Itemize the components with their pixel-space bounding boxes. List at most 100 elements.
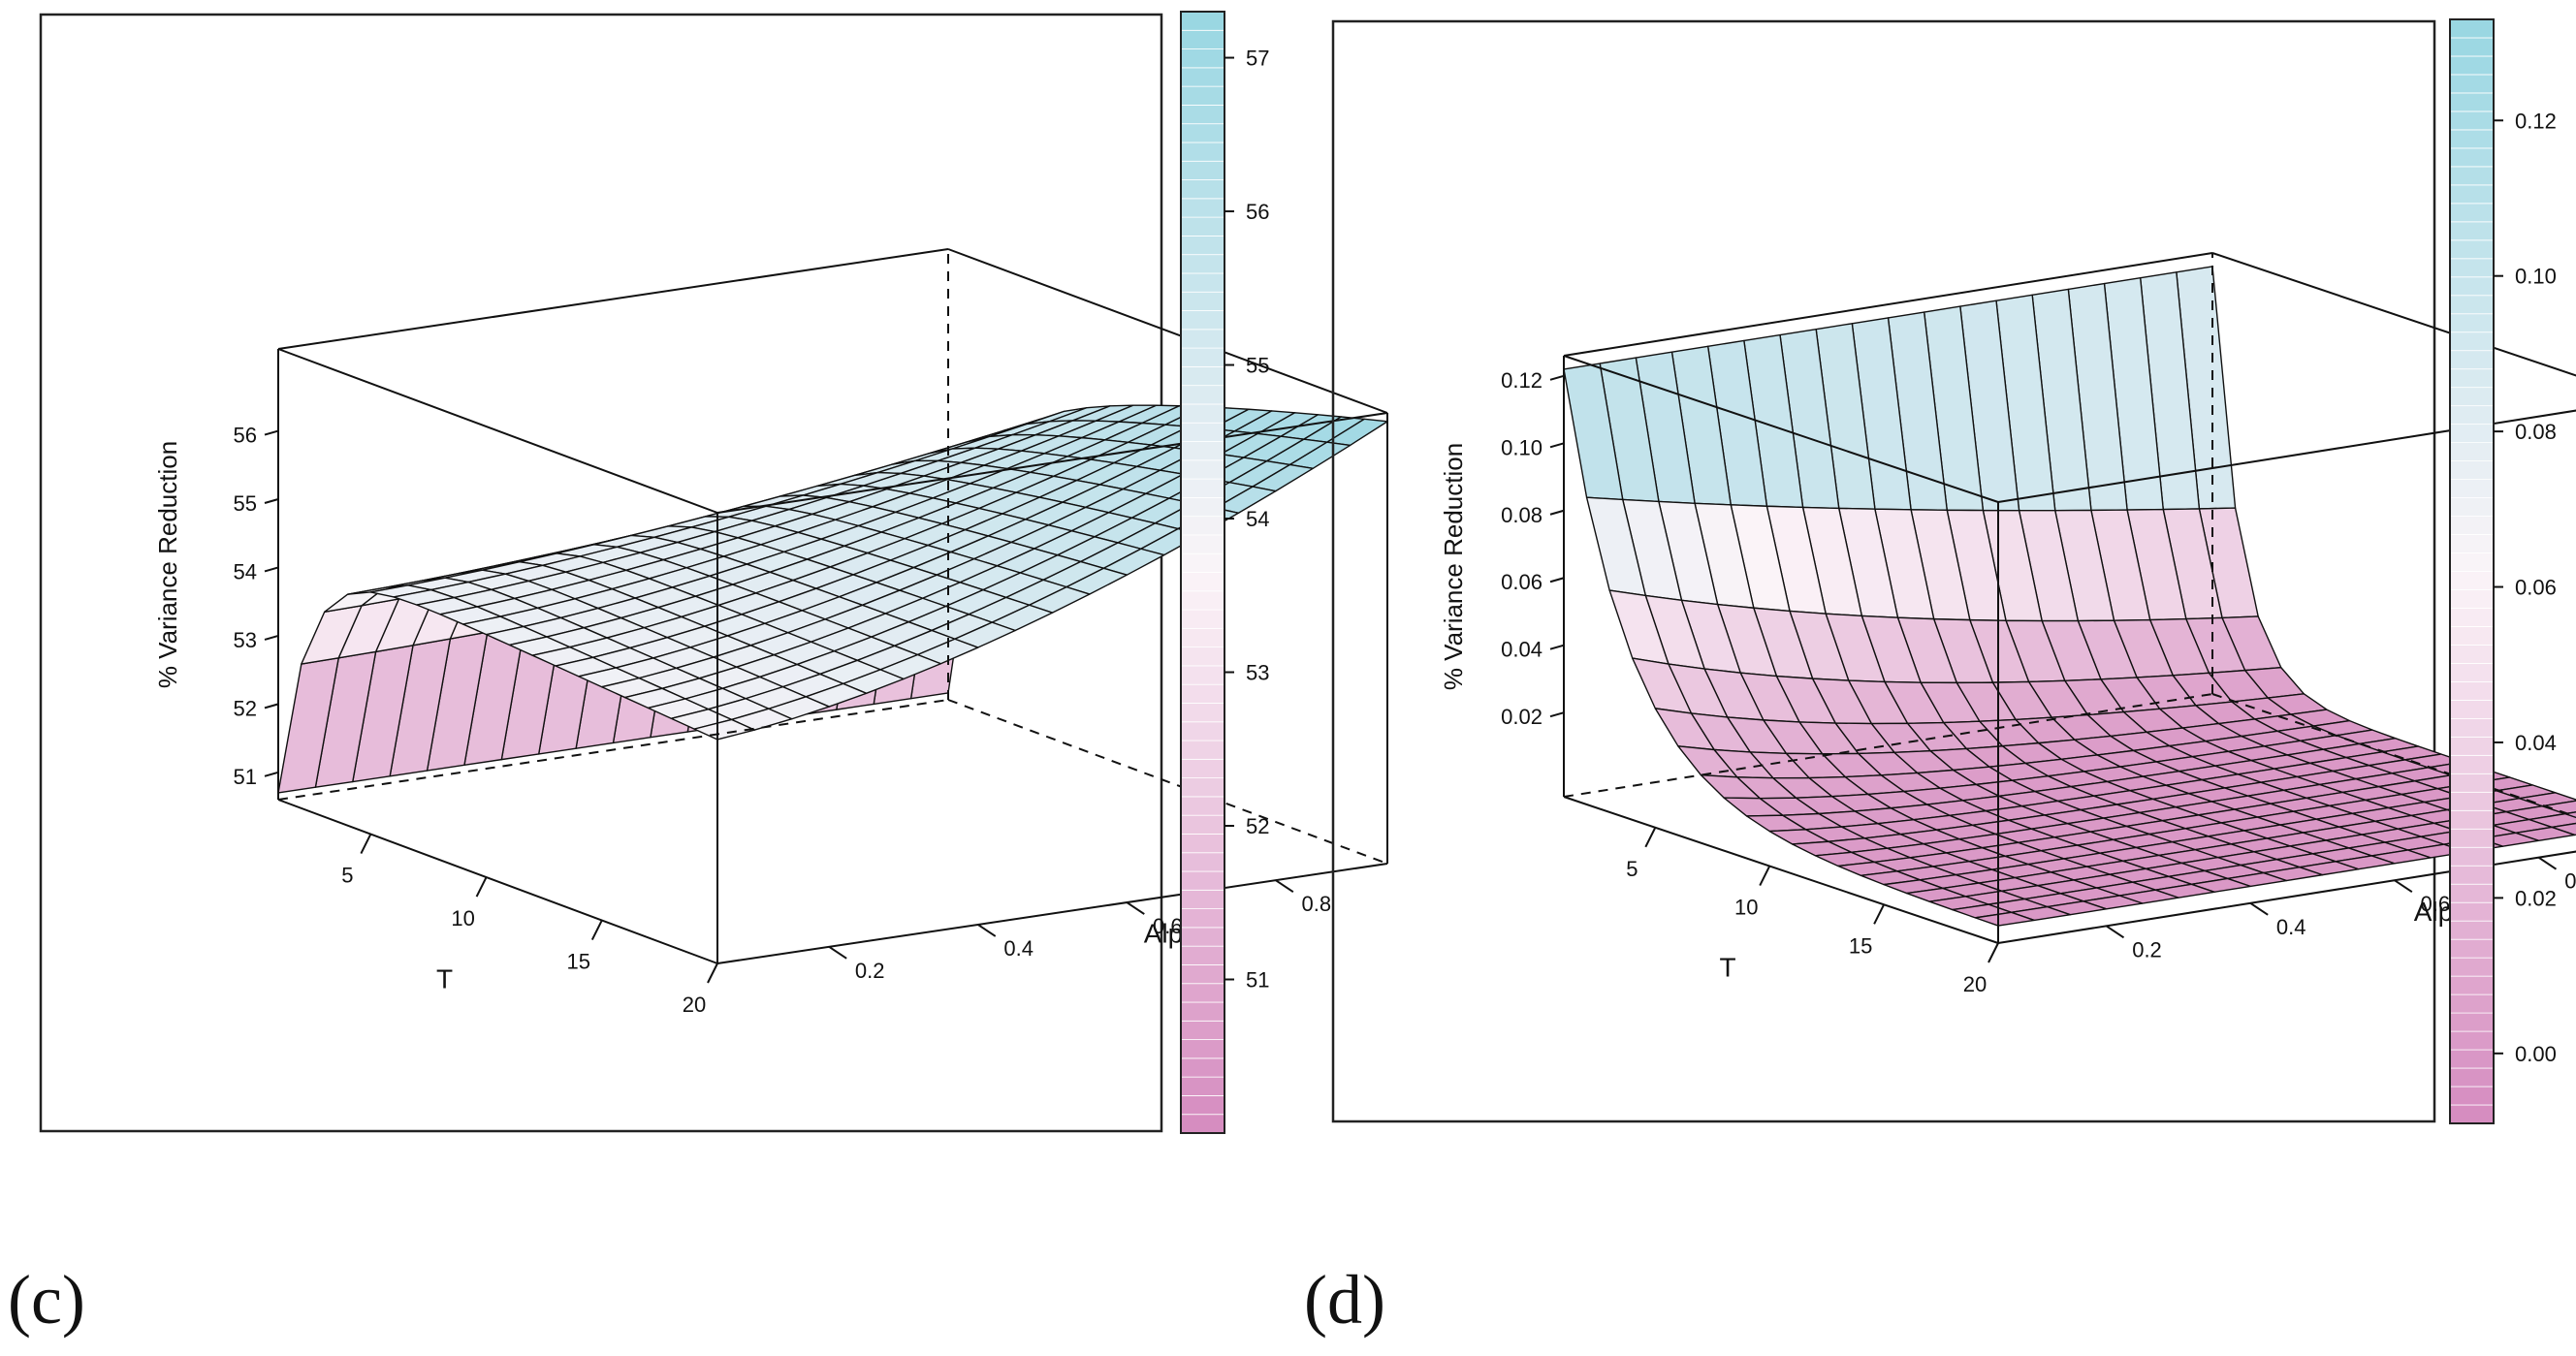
colorbar-swatch-c bbox=[1180, 11, 1225, 31]
colorbar-swatch-d bbox=[2449, 405, 2495, 426]
colorbar-swatch-d bbox=[2449, 442, 2495, 462]
colorbar-swatch-d bbox=[2449, 993, 2495, 1014]
colorbar-swatch-c bbox=[1180, 572, 1225, 592]
tick-label-z-c: 51 bbox=[234, 765, 257, 789]
box-edge-c bbox=[947, 248, 1388, 414]
box-edge-c bbox=[277, 799, 718, 964]
colorbar-swatch-c bbox=[1180, 834, 1225, 854]
colorbar-swatch-c bbox=[1180, 254, 1225, 274]
colorbar-swatch-c bbox=[1180, 627, 1225, 648]
colorbar-swatch-c bbox=[1180, 1057, 1225, 1078]
tick-mark-z-c bbox=[264, 771, 279, 777]
axes-d: 5101520T0.20.40.60.8Alpha0.020.040.060.0… bbox=[1439, 252, 2576, 996]
box-edge-d bbox=[1563, 355, 1999, 503]
tick-label-z-d: 0.02 bbox=[1501, 705, 1542, 729]
tick-label-y-d: 0.2 bbox=[2132, 937, 2162, 962]
colorbar-swatch-c bbox=[1180, 142, 1225, 162]
axis-label-z-c: % Variance Reduction bbox=[153, 441, 182, 688]
colorbar-swatch-c bbox=[1180, 48, 1225, 69]
colorbar-swatch-c bbox=[1180, 814, 1225, 835]
colorbar-swatch-c bbox=[1180, 927, 1225, 947]
tick-mark-y-d bbox=[2537, 856, 2558, 870]
colorbar-swatch-c bbox=[1180, 385, 1225, 405]
colorbar-swatch-c bbox=[1180, 534, 1225, 554]
box-edge-d bbox=[2211, 252, 2576, 377]
colorbar-label-d: 0.04 bbox=[2515, 731, 2557, 755]
colorbar-swatch-d bbox=[2449, 571, 2495, 590]
colorbar-swatch-c bbox=[1180, 347, 1225, 367]
colorbar-swatch-d bbox=[2449, 368, 2495, 389]
colorbar-swatch-d bbox=[2449, 865, 2495, 885]
colorbar-swatch-d bbox=[2449, 589, 2495, 609]
tick-label-y-c: 0.6 bbox=[1153, 914, 1183, 938]
colorbar-swatch-d bbox=[2449, 773, 2495, 793]
tick-label-z-c: 52 bbox=[234, 696, 257, 720]
colorbar-swatch-d bbox=[2449, 331, 2495, 352]
tick-mark-z-c bbox=[264, 498, 279, 504]
tick-label-y-c: 0.8 bbox=[1302, 892, 1332, 916]
box-edge-c bbox=[277, 348, 718, 514]
colorbar-swatch-d bbox=[2449, 608, 2495, 627]
colorbar-swatch-c bbox=[1180, 646, 1225, 667]
axis-label-x-d: T bbox=[1719, 953, 1735, 983]
colorbar-label-c: 51 bbox=[1246, 968, 1269, 993]
tick-label-z-d: 0.10 bbox=[1501, 435, 1542, 459]
box-edge-d bbox=[1563, 252, 2213, 357]
colorbar-swatch-d bbox=[2449, 663, 2495, 682]
colorbar-swatch-d bbox=[2449, 1012, 2495, 1032]
colorbar-swatch-c bbox=[1180, 852, 1225, 872]
colorbar-swatch-d bbox=[2449, 424, 2495, 444]
colorbar-swatch-d bbox=[2449, 1030, 2495, 1051]
tick-label-x-c: 20 bbox=[683, 993, 706, 1017]
surface-patch-d bbox=[1974, 911, 2035, 927]
colorbar-swatch-c bbox=[1180, 235, 1225, 256]
box-edge-back-c bbox=[277, 699, 949, 801]
tick-mark-y-d bbox=[2394, 879, 2413, 894]
colorbar-swatch-c bbox=[1180, 740, 1225, 760]
surface-patch-c bbox=[693, 718, 756, 741]
colorbar-swatch-c bbox=[1180, 29, 1225, 49]
surface-d bbox=[1563, 266, 2576, 927]
colorbar-swatch-d bbox=[2449, 221, 2495, 241]
colorbar-swatch-d bbox=[2449, 37, 2495, 57]
colorbar-swatch-d bbox=[2449, 387, 2495, 407]
colorbar-swatch-c bbox=[1180, 105, 1225, 125]
colorbar-label-d: 0.08 bbox=[2515, 420, 2557, 444]
tick-label-z-d: 0.12 bbox=[1501, 368, 1542, 393]
colorbar-swatch-d bbox=[2449, 920, 2495, 940]
colorbar-swatch-c bbox=[1180, 310, 1225, 331]
tick-label-x-c: 5 bbox=[341, 864, 353, 888]
colorbar-swatch-c bbox=[1180, 441, 1225, 461]
colorbar-label-d: 0.10 bbox=[2515, 265, 2557, 289]
colorbar-swatch-d bbox=[2449, 258, 2495, 278]
colorbar-swatch-c bbox=[1180, 1076, 1225, 1096]
colorbar-swatch-d bbox=[2449, 203, 2495, 223]
tick-label-y-d: 0.6 bbox=[2421, 892, 2451, 916]
colorbar-swatch-c bbox=[1180, 496, 1225, 518]
colorbar-swatch-d bbox=[2449, 552, 2495, 572]
box-edge-d bbox=[1997, 409, 2576, 503]
colorbar-swatch-d bbox=[2449, 1086, 2495, 1106]
colorbar-swatch-d bbox=[2449, 147, 2495, 168]
colorbar-swatch-d bbox=[2449, 645, 2495, 664]
colorbar-swatch-c bbox=[1180, 1114, 1225, 1134]
tick-label-x-d: 15 bbox=[1849, 933, 1872, 958]
tick-mark-x-c bbox=[707, 962, 718, 984]
tick-label-x-d: 20 bbox=[1963, 972, 1987, 996]
box-edge-c bbox=[716, 412, 1388, 514]
tick-mark-z-d bbox=[1549, 644, 1565, 650]
colorbar-swatch-d bbox=[2449, 479, 2495, 498]
tick-mark-y-d bbox=[2105, 925, 2125, 939]
colorbar-swatch-c bbox=[1180, 291, 1225, 311]
tick-mark-x-d bbox=[1759, 866, 1771, 886]
colorbar-swatch-c bbox=[1180, 665, 1225, 685]
colorbar-swatch-c bbox=[1180, 1039, 1225, 1059]
colorbar-swatch-c bbox=[1180, 329, 1225, 349]
colorbar-swatch-c bbox=[1180, 758, 1225, 779]
colorbar-swatch-c bbox=[1180, 123, 1225, 143]
colorbar-swatch-c bbox=[1180, 703, 1225, 723]
colorbar-swatch-c bbox=[1180, 478, 1225, 498]
colorbar-frame-d bbox=[2449, 18, 2495, 1124]
